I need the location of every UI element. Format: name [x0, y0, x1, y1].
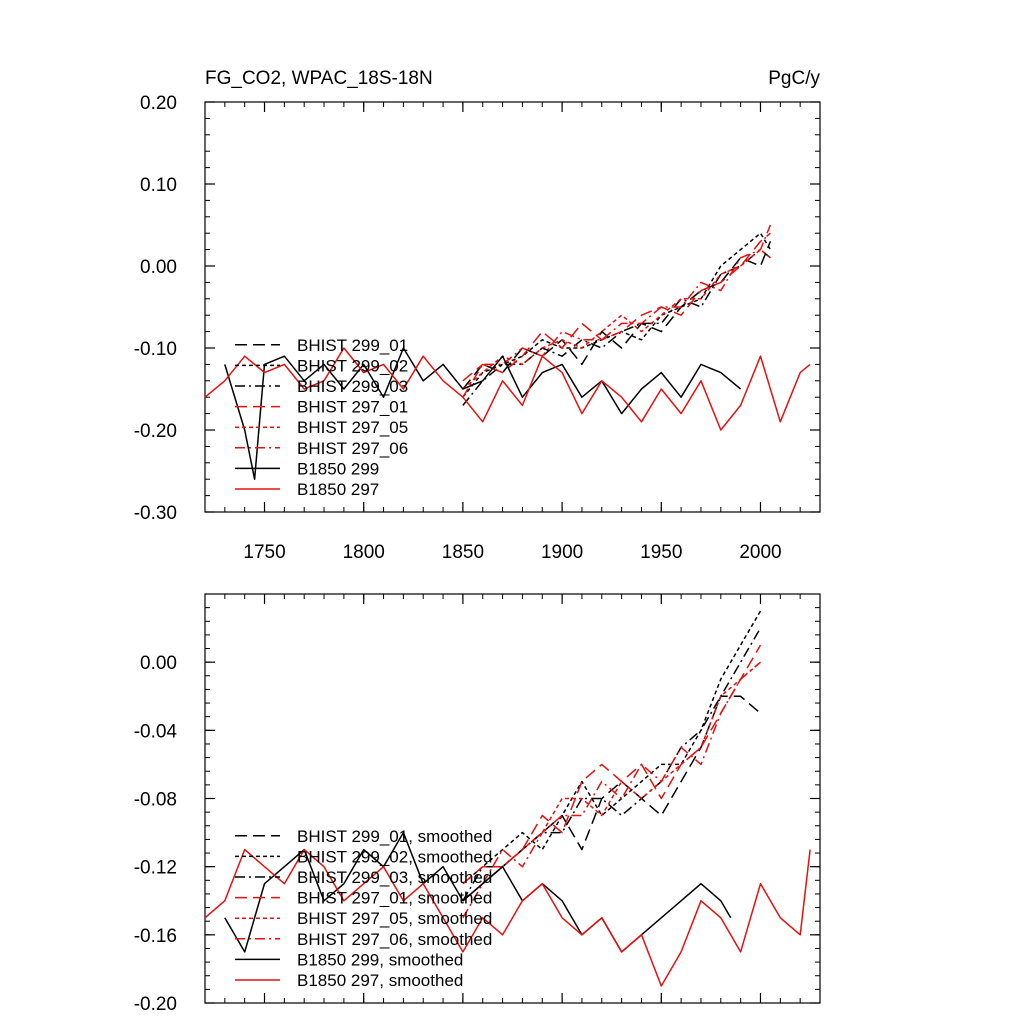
- y-tick-label: -0.20: [134, 421, 177, 442]
- y-tick-label: 0.00: [140, 653, 177, 674]
- x-tick-label: 1750: [243, 542, 285, 563]
- series-line-8: [204, 347, 811, 431]
- top-plot-frame: [204, 101, 821, 513]
- series-line-8: [204, 848, 811, 987]
- series-line-4: [462, 644, 762, 885]
- bottom-axis-ticks: -0.20 -0.16 -0.12 -0.08 -0.04 0.00: [134, 593, 821, 1015]
- top-units: PgC/y: [768, 68, 820, 89]
- legend-label: BHIST 297_01, smoothed: [297, 889, 492, 908]
- y-tick-label: -0.10: [134, 339, 177, 360]
- legend-label: BHIST 299_02: [297, 356, 408, 375]
- series-line-6: [462, 224, 772, 398]
- legend-label: BHIST 299_01, smoothed: [297, 827, 492, 846]
- y-tick-label: 0.20: [140, 93, 177, 114]
- legend-label: BHIST 299_03: [297, 377, 408, 396]
- legend-label: B1850 299, smoothed: [297, 950, 463, 969]
- bottom-panel: -0.20 -0.16 -0.12 -0.08 -0.04 0.00 BHIST 299_…: [134, 593, 821, 1015]
- legend-label: BHIST 299_02, smoothed: [297, 847, 492, 866]
- series-line-5: [462, 661, 761, 902]
- x-tick-label: 1900: [541, 542, 583, 563]
- y-tick-label: -0.16: [134, 926, 177, 947]
- x-tick-label: 1850: [442, 542, 484, 563]
- x-tick-label: 2000: [739, 542, 781, 563]
- y-tick-label: -0.12: [134, 858, 177, 879]
- y-tick-label: 0.10: [140, 175, 177, 196]
- top-title: FG_CO2, WPAC_18S-18N: [205, 68, 433, 89]
- legend-label: BHIST 297_05, smoothed: [297, 909, 492, 928]
- top-axis-ticks: -0.30 -0.20 -0.10 0.00 0.10 0.20 1750 1800 1850 1…: [134, 93, 821, 563]
- x-tick-label: 1950: [640, 542, 682, 563]
- legend-label: BHIST 299_03, smoothed: [297, 868, 492, 887]
- y-tick-label: 0.00: [140, 257, 177, 278]
- top-series-lines: [204, 224, 811, 480]
- legend-label: BHIST 297_06, smoothed: [297, 930, 492, 949]
- series-line-3: [462, 627, 762, 902]
- legend-label: B1850 299: [297, 459, 379, 478]
- series-line-7: [224, 347, 742, 480]
- y-tick-label: -0.20: [134, 994, 177, 1015]
- bottom-series-lines: [204, 610, 811, 987]
- series-line-2: [462, 610, 762, 885]
- series-line-1: [462, 241, 772, 390]
- legend-label: B1850 297: [297, 480, 379, 499]
- y-tick-label: -0.08: [134, 790, 177, 811]
- legend-label: BHIST 297_06: [297, 439, 408, 458]
- legend-label: BHIST 297_01: [297, 398, 408, 417]
- top-panel: -0.30 -0.20 -0.10 0.00 0.10 0.20 1750 1800 1850 1…: [134, 68, 821, 563]
- legend-label: BHIST 297_05: [297, 418, 408, 437]
- x-tick-label: 1800: [343, 542, 385, 563]
- series-line-2: [462, 232, 772, 398]
- y-tick-label: -0.30: [134, 503, 177, 524]
- series-line-7: [224, 831, 732, 953]
- y-tick-label: -0.04: [134, 721, 178, 742]
- series-line-6: [462, 661, 761, 919]
- series-line-5: [462, 248, 771, 390]
- legend-label: B1850 297, smoothed: [297, 971, 463, 990]
- legend-label: BHIST 299_01: [297, 336, 408, 355]
